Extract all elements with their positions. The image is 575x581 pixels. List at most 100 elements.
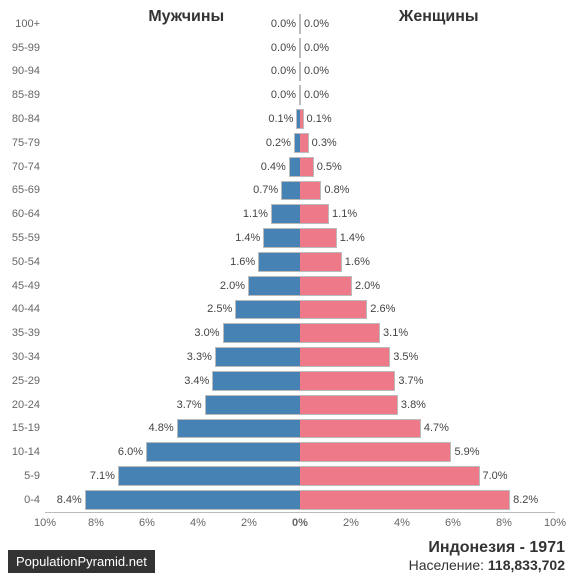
male-pct-label: 0.7% bbox=[253, 184, 278, 196]
male-half: 0.0% bbox=[45, 85, 300, 105]
female-pct-label: 1.4% bbox=[340, 232, 365, 244]
female-bar bbox=[300, 85, 301, 105]
female-bar bbox=[300, 419, 421, 439]
x-tick: 6% bbox=[139, 517, 155, 529]
female-bar bbox=[300, 347, 390, 367]
age-label: 35-39 bbox=[0, 327, 40, 339]
age-row: 5-97.1%7.0% bbox=[45, 464, 555, 488]
female-bar bbox=[300, 157, 314, 177]
male-bar bbox=[85, 490, 300, 510]
age-label: 55-59 bbox=[0, 232, 40, 244]
age-label: 15-19 bbox=[0, 422, 40, 434]
age-row: 35-393.0%3.1% bbox=[45, 321, 555, 345]
male-pct-label: 1.6% bbox=[230, 256, 255, 268]
age-row: 80-840.1%0.1% bbox=[45, 107, 555, 131]
male-pct-label: 6.0% bbox=[118, 446, 143, 458]
female-half: 0.8% bbox=[300, 181, 555, 201]
age-label: 5-9 bbox=[0, 470, 40, 482]
age-label: 30-34 bbox=[0, 351, 40, 363]
female-bar bbox=[300, 323, 380, 343]
pop-label: Население: bbox=[409, 557, 488, 573]
male-half: 0.7% bbox=[45, 181, 300, 201]
female-pct-label: 0.8% bbox=[324, 184, 349, 196]
male-half: 0.0% bbox=[45, 38, 300, 58]
male-pct-label: 3.7% bbox=[177, 399, 202, 411]
age-label: 10-14 bbox=[0, 446, 40, 458]
age-row: 50-541.6%1.6% bbox=[45, 250, 555, 274]
x-tick: 10% bbox=[544, 517, 566, 529]
female-bar bbox=[300, 62, 301, 82]
age-row: 65-690.7%0.8% bbox=[45, 179, 555, 203]
female-half: 2.0% bbox=[300, 276, 555, 296]
male-pct-label: 0.0% bbox=[271, 42, 296, 54]
female-pct-label: 0.0% bbox=[304, 65, 329, 77]
male-bar bbox=[177, 419, 300, 439]
male-half: 6.0% bbox=[45, 442, 300, 462]
male-pct-label: 8.4% bbox=[57, 494, 82, 506]
female-pct-label: 0.0% bbox=[304, 89, 329, 101]
female-half: 1.6% bbox=[300, 252, 555, 272]
female-half: 0.0% bbox=[300, 85, 555, 105]
male-bar bbox=[263, 228, 300, 248]
male-pct-label: 7.1% bbox=[90, 470, 115, 482]
age-row: 100+0.0%0.0% bbox=[45, 12, 555, 36]
x-tick: 4% bbox=[190, 517, 206, 529]
female-bar bbox=[300, 133, 309, 153]
female-half: 4.7% bbox=[300, 419, 555, 439]
male-pct-label: 0.1% bbox=[268, 113, 293, 125]
footer: PopulationPyramid.net Индонезия - 1971 Н… bbox=[8, 550, 567, 573]
x-axis: 10%8%6%4%2%0%2%4%6%8%10% bbox=[45, 512, 555, 533]
female-bar bbox=[300, 371, 395, 391]
male-half: 7.1% bbox=[45, 466, 300, 486]
age-row: 70-740.4%0.5% bbox=[45, 155, 555, 179]
male-bar bbox=[215, 347, 300, 367]
male-half: 2.5% bbox=[45, 300, 300, 320]
male-half: 8.4% bbox=[45, 490, 300, 510]
female-pct-label: 3.7% bbox=[398, 375, 423, 387]
age-label: 40-44 bbox=[0, 303, 40, 315]
meta-right: Индонезия - 1971 Население: 118,833,702 bbox=[409, 539, 565, 573]
x-tick: 10% bbox=[34, 517, 56, 529]
female-pct-label: 3.8% bbox=[401, 399, 426, 411]
age-row: 85-890.0%0.0% bbox=[45, 83, 555, 107]
male-pct-label: 2.5% bbox=[207, 303, 232, 315]
female-half: 0.0% bbox=[300, 14, 555, 34]
age-label: 25-29 bbox=[0, 375, 40, 387]
male-bar bbox=[146, 442, 300, 462]
male-half: 3.0% bbox=[45, 323, 300, 343]
female-pct-label: 5.9% bbox=[454, 446, 479, 458]
age-label: 0-4 bbox=[0, 494, 40, 506]
female-bar bbox=[300, 442, 451, 462]
age-row: 60-641.1%1.1% bbox=[45, 202, 555, 226]
age-label: 70-74 bbox=[0, 161, 40, 173]
population-line: Население: 118,833,702 bbox=[409, 557, 565, 573]
age-label: 50-54 bbox=[0, 256, 40, 268]
male-pct-label: 0.0% bbox=[271, 65, 296, 77]
male-pct-label: 4.8% bbox=[149, 422, 174, 434]
age-row: 15-194.8%4.7% bbox=[45, 417, 555, 441]
age-row: 20-243.7%3.8% bbox=[45, 393, 555, 417]
male-bar bbox=[271, 204, 300, 224]
male-pct-label: 0.0% bbox=[271, 18, 296, 30]
female-half: 5.9% bbox=[300, 442, 555, 462]
female-half: 3.5% bbox=[300, 347, 555, 367]
male-half: 0.4% bbox=[45, 157, 300, 177]
male-pct-label: 2.0% bbox=[220, 280, 245, 292]
female-bar bbox=[300, 252, 342, 272]
x-tick: 8% bbox=[88, 517, 104, 529]
age-row: 90-940.0%0.0% bbox=[45, 60, 555, 84]
female-pct-label: 4.7% bbox=[424, 422, 449, 434]
female-half: 0.3% bbox=[300, 133, 555, 153]
age-label: 60-64 bbox=[0, 208, 40, 220]
x-tick: 4% bbox=[394, 517, 410, 529]
male-pct-label: 0.4% bbox=[261, 161, 286, 173]
male-half: 0.0% bbox=[45, 62, 300, 82]
female-pct-label: 1.1% bbox=[332, 208, 357, 220]
female-pct-label: 0.0% bbox=[304, 18, 329, 30]
male-half: 1.6% bbox=[45, 252, 300, 272]
female-half: 3.1% bbox=[300, 323, 555, 343]
male-half: 0.1% bbox=[45, 109, 300, 129]
female-half: 3.7% bbox=[300, 371, 555, 391]
age-row: 95-990.0%0.0% bbox=[45, 36, 555, 60]
female-half: 0.0% bbox=[300, 62, 555, 82]
